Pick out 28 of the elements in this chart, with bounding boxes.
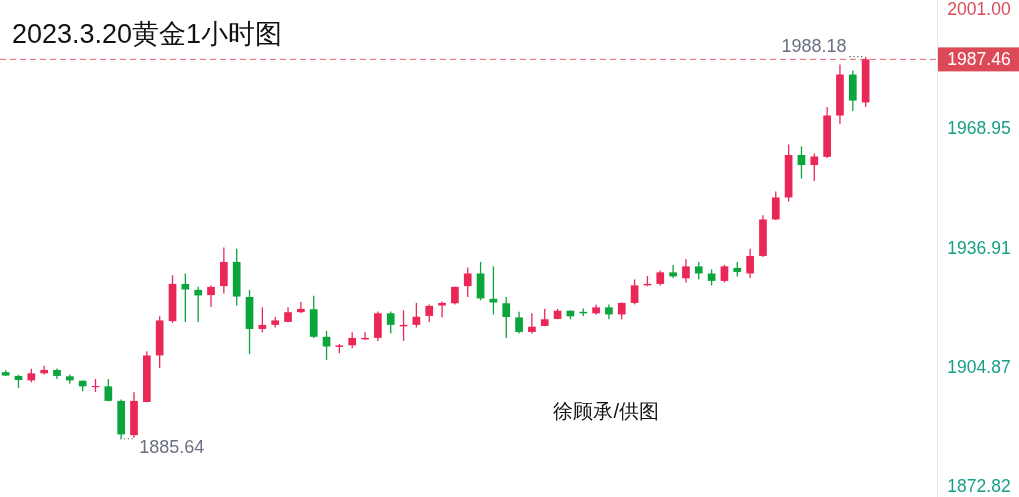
candlestick: [669, 264, 677, 279]
candlestick: [682, 258, 690, 284]
annotation: 徐顾承/供图: [553, 399, 660, 422]
candlestick: [438, 300, 446, 319]
candlestick: [810, 152, 819, 182]
candlestick: [489, 265, 498, 316]
candlestick: [386, 310, 395, 335]
candlestick: [746, 248, 754, 279]
y-tick-label: 1968.95: [947, 118, 1011, 139]
y-tick-label: 2001.00: [947, 0, 1011, 19]
candlestick: [207, 284, 215, 308]
candlestick: [797, 145, 806, 180]
candlestick: [528, 312, 536, 335]
text: 2023.3.20黄金1小时图: [12, 19, 283, 49]
candlestick: [502, 296, 511, 339]
candlestick: [194, 286, 203, 323]
y-tick-label: 1872.82: [947, 476, 1011, 497]
candlestick: [181, 272, 190, 323]
candlestick: [463, 266, 472, 298]
y-tick-label: 1904.87: [947, 357, 1011, 378]
candlestick: [771, 190, 780, 221]
annotation: 1988.18: [781, 35, 847, 56]
ref-line-label: 1987.46: [947, 49, 1011, 70]
candlestick: [630, 278, 639, 306]
annotation: 1885.64: [139, 436, 205, 457]
candlestick: [515, 311, 523, 335]
y-tick-label: 1936.91: [947, 237, 1011, 258]
candlestick: [297, 301, 305, 314]
